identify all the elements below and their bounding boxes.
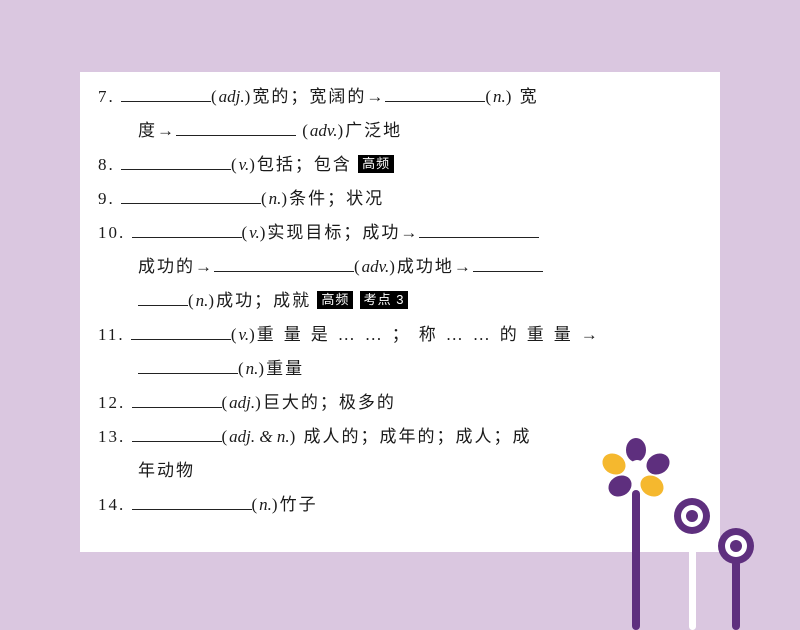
item-9: 9. (n.)条件；状况 [98, 182, 702, 216]
pos: n. [493, 87, 506, 106]
arrow-icon: → [157, 114, 176, 148]
num-12: 12. [98, 393, 125, 412]
blank [419, 218, 539, 238]
num-11: 11. [98, 325, 125, 344]
blank [138, 354, 238, 374]
arrow-icon: → [400, 216, 419, 250]
item-11-line2: (n.)重量 [138, 352, 702, 386]
pos: n. [269, 189, 282, 208]
num-7: 7. [98, 87, 115, 106]
def: 重量是……；称……的重量 [257, 325, 581, 344]
def: 实现目标；成功 [267, 223, 400, 242]
pos: adj. [219, 87, 245, 106]
def: 巨大的；极多的 [263, 393, 396, 412]
blank [131, 320, 231, 340]
arrow-icon: → [581, 318, 600, 352]
pos: v. [239, 155, 250, 174]
arrow-icon: → [454, 250, 473, 284]
blank [132, 218, 242, 238]
pos: adv. [310, 121, 338, 140]
blank [121, 150, 231, 170]
pos: adv. [362, 257, 390, 276]
tag-high-freq: 高频 [358, 155, 394, 173]
pos: adj. & n. [229, 427, 289, 446]
arrow-icon: → [195, 250, 214, 284]
tag-exam-point: 考点 3 [360, 291, 409, 309]
pos: v. [239, 325, 250, 344]
def: 竹子 [280, 495, 318, 514]
item-10-line2: 成功的→(adv.)成功地→ [138, 250, 702, 284]
pos: v. [249, 223, 260, 242]
pos: n. [196, 291, 209, 310]
item-8: 8. (v.)包括；包含 高频 [98, 148, 702, 182]
tag-high-freq: 高频 [317, 291, 353, 309]
def: 重量 [266, 359, 304, 378]
def: 成功的 [138, 257, 195, 276]
vocab-box: 7. (adj.)宽的；宽阔的→(n.) 宽 度→ (adv.)广泛地 8. (… [80, 72, 720, 552]
pos: adj. [229, 393, 255, 412]
blank [176, 116, 296, 136]
def: 度 [138, 121, 157, 140]
flower-bud-icon [725, 535, 747, 557]
blank [121, 184, 261, 204]
blank [132, 388, 222, 408]
item-7-line2: 度→ (adv.)广泛地 [138, 114, 702, 148]
def: 成功；成就 [216, 291, 311, 310]
flower-bud-icon [730, 540, 742, 552]
def: 条件；状况 [289, 189, 384, 208]
def: 广泛地 [345, 121, 402, 140]
pos: n. [259, 495, 272, 514]
pos: n. [246, 359, 259, 378]
item-13-line2: 年动物 [138, 454, 702, 488]
def: 成人的；成年的；成人；成 [304, 427, 532, 446]
flower-bud-icon [718, 528, 754, 564]
blank [132, 422, 222, 442]
def: 宽 [520, 87, 539, 106]
blank [214, 252, 354, 272]
num-10: 10. [98, 223, 125, 242]
item-13-line1: 13. (adj. & n.) 成人的；成年的；成人；成 [98, 420, 702, 454]
item-10-line3: (n.)成功；成就 高频 考点 3 [138, 284, 702, 318]
blank [132, 490, 252, 510]
def: 宽的；宽阔的 [252, 87, 366, 106]
num-8: 8. [98, 155, 115, 174]
item-10-line1: 10. (v.)实现目标；成功→ [98, 216, 702, 250]
num-13: 13. [98, 427, 125, 446]
arrow-icon: → [366, 80, 385, 114]
def: 包括；包含 [257, 155, 352, 174]
flower-stem [732, 560, 740, 630]
item-14: 14. (n.)竹子 [98, 488, 702, 522]
def: 成功地 [397, 257, 454, 276]
item-7-line1: 7. (adj.)宽的；宽阔的→(n.) 宽 [98, 80, 702, 114]
blank [138, 286, 188, 306]
blank [121, 82, 211, 102]
def: 年动物 [138, 461, 195, 480]
blank [473, 252, 543, 272]
num-9: 9. [98, 189, 115, 208]
item-11-line1: 11. (v.)重量是……；称……的重量→ [98, 318, 702, 352]
item-12: 12. (adj.)巨大的；极多的 [98, 386, 702, 420]
num-14: 14. [98, 495, 125, 514]
blank [385, 82, 485, 102]
